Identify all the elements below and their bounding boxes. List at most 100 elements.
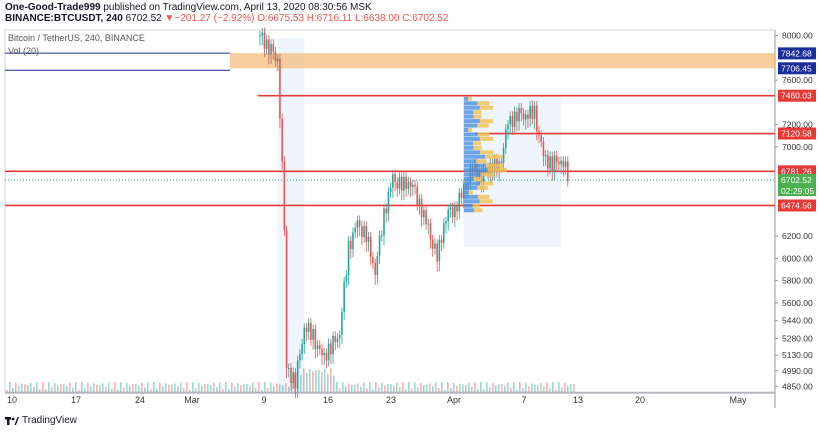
candle-body	[279, 58, 281, 119]
volume-profile-bar	[477, 101, 489, 106]
volume-bar	[303, 368, 305, 392]
volume-bar	[114, 382, 116, 392]
volume-bar	[324, 368, 326, 392]
volume-bar	[570, 384, 572, 392]
volume-bar	[162, 386, 164, 392]
time-tick-label: 24	[135, 395, 145, 405]
candle-body	[551, 156, 554, 172]
volume-bar	[153, 382, 155, 392]
candle-body	[374, 262, 376, 275]
volume-profile-bar	[463, 132, 478, 137]
volume-bar	[312, 371, 314, 392]
volume-bar	[417, 386, 419, 392]
time-tick-label: 20	[635, 395, 645, 405]
candle-body	[396, 182, 399, 189]
candle-body	[458, 192, 461, 212]
candle-body	[305, 327, 308, 332]
price-label-zone-top	[778, 47, 816, 60]
volume-bar	[354, 384, 356, 392]
volume-profile-bar	[473, 110, 482, 115]
candle-body	[281, 118, 283, 162]
volume-bar	[105, 386, 107, 392]
volume-bar	[561, 387, 563, 392]
open: O:6675.53	[257, 13, 304, 24]
volume-profile-bar	[473, 114, 482, 119]
volume-profile-bar	[463, 114, 474, 119]
volume-bar	[315, 370, 317, 392]
price-tick-label: 4850.00	[782, 381, 813, 391]
candle-body	[376, 256, 379, 275]
volume-bar	[366, 388, 368, 392]
candle-body	[265, 39, 268, 49]
candle-body	[323, 352, 326, 356]
volume-bar	[336, 382, 338, 392]
volume-bar	[357, 383, 359, 392]
volume-profile-bar	[463, 150, 480, 155]
footer: TradingView	[5, 415, 77, 426]
candle-body	[290, 367, 292, 384]
price-tick-label: 5600.00	[782, 298, 813, 308]
author[interactable]: One-Good-Trade999	[5, 2, 101, 13]
candle-body	[540, 135, 543, 142]
volume-profile-bar	[463, 163, 486, 168]
price-tick-label: 7000.00	[782, 142, 813, 152]
candle-body	[358, 220, 361, 227]
candle-body	[564, 161, 567, 168]
volume-profile-bar	[463, 136, 480, 141]
volume-bar	[456, 385, 458, 392]
candle-body	[285, 331, 288, 369]
time-tick-label: 23	[386, 395, 396, 405]
last-price: 6702.52	[125, 13, 162, 24]
candle-body	[345, 275, 348, 282]
volume-bar	[165, 383, 167, 392]
candle-body	[274, 51, 277, 62]
volume-bar	[12, 387, 14, 392]
price-label-text: 6474.56	[781, 200, 812, 210]
bar-countdown: 02:29:05	[781, 186, 814, 196]
volume-bar	[291, 382, 293, 392]
price-tick-label: 5130.00	[782, 350, 813, 360]
candle-body	[270, 43, 272, 55]
candle-body	[310, 323, 312, 340]
supply-zone	[230, 53, 775, 69]
volume-profile-bar	[463, 154, 486, 159]
volume-bar	[270, 382, 272, 392]
volume-bar	[540, 383, 542, 392]
plot-area	[4, 29, 776, 393]
volume-bar	[183, 388, 185, 392]
volume-bar	[129, 385, 131, 392]
volume-bar	[267, 388, 269, 392]
candle-body	[535, 105, 538, 131]
candle-body	[287, 367, 290, 369]
volume-bar	[48, 382, 50, 392]
volume-bar	[177, 386, 179, 392]
volume-bar	[234, 386, 236, 392]
down-arrow-icon: ▼	[164, 13, 175, 24]
price-tick-label: 6200.00	[782, 231, 813, 241]
symbol: BINANCE:BTCUSDT, 240	[5, 13, 123, 24]
volume-bar	[231, 382, 233, 392]
volume-bar	[78, 389, 80, 392]
time-tick-label: 7	[521, 395, 526, 405]
volume-bar	[249, 385, 251, 392]
candle-body	[449, 207, 452, 210]
volume-profile-bar	[485, 154, 503, 159]
chart-legend-title: Bitcoin / TetherUS, 240, BINANCE	[8, 33, 145, 43]
candle-body	[423, 210, 425, 218]
volume-bar	[198, 382, 200, 392]
candle-body	[427, 223, 430, 225]
candle-body	[460, 192, 463, 199]
volume-bar	[492, 383, 494, 392]
volume-bar	[477, 388, 479, 392]
volume-bar	[408, 382, 410, 392]
volume-bar	[459, 383, 461, 392]
candle-body	[394, 174, 396, 183]
volume-bar	[345, 386, 347, 392]
volume-bar	[264, 382, 266, 392]
candle-body	[500, 161, 503, 164]
volume-bar	[171, 384, 173, 392]
volume-bar	[60, 384, 62, 392]
volume-bar	[90, 386, 92, 392]
candle-body	[285, 272, 288, 332]
